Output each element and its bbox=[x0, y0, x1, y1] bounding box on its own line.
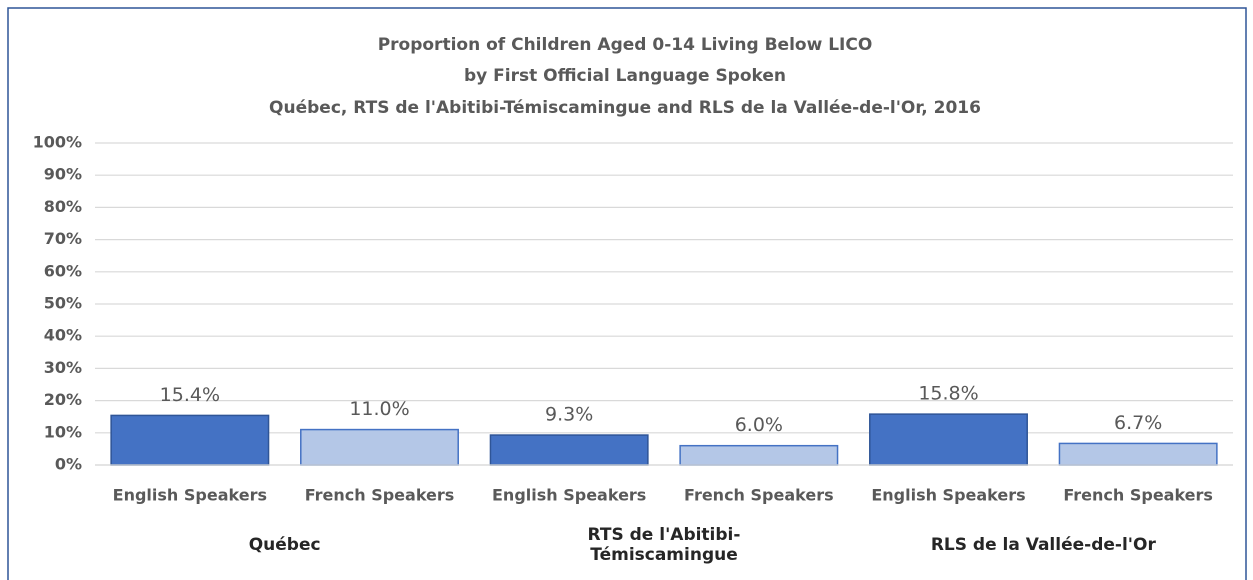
y-tick-label: 90% bbox=[44, 165, 82, 184]
y-tick-label: 100% bbox=[33, 133, 82, 152]
group-label: RTS de l'Abitibi-Témiscamingue bbox=[587, 525, 741, 565]
y-tick-label: 70% bbox=[44, 229, 82, 248]
y-tick-label: 10% bbox=[44, 422, 82, 441]
chart-frame bbox=[7, 7, 1247, 580]
x-tick-label: English Speakers bbox=[871, 486, 1025, 505]
bar bbox=[1058, 442, 1218, 466]
value-label: 6.0% bbox=[735, 414, 783, 436]
chart-title: by First Official Language Spoken bbox=[464, 66, 786, 86]
y-tick-label: 20% bbox=[44, 390, 82, 409]
group-label: Québec bbox=[248, 535, 321, 555]
bar bbox=[110, 414, 270, 466]
value-label: 15.8% bbox=[918, 383, 978, 405]
chart-title: Proportion of Children Aged 0-14 Living … bbox=[378, 35, 873, 55]
bar bbox=[489, 434, 649, 466]
y-tick-label: 50% bbox=[44, 294, 82, 313]
bar bbox=[869, 413, 1028, 466]
x-tick-label: French Speakers bbox=[684, 486, 834, 505]
x-tick-label: English Speakers bbox=[492, 486, 646, 505]
y-tick-label: 30% bbox=[44, 358, 82, 377]
value-label: 9.3% bbox=[545, 404, 593, 426]
group-label: RLS de la Vallée-de-l'Or bbox=[930, 535, 1156, 555]
bar bbox=[679, 444, 839, 466]
y-tick-label: 0% bbox=[55, 455, 82, 474]
value-label: 6.7% bbox=[1114, 412, 1162, 434]
y-tick-label: 80% bbox=[44, 197, 82, 216]
x-tick-label: English Speakers bbox=[113, 486, 267, 505]
y-tick-label: 60% bbox=[44, 261, 82, 280]
y-tick-label: 40% bbox=[44, 326, 82, 345]
value-label: 15.4% bbox=[160, 384, 220, 406]
bar bbox=[300, 428, 459, 466]
chart-title: Québec, RTS de l'Abitibi-Témiscamingue a… bbox=[269, 98, 981, 118]
x-tick-label: French Speakers bbox=[1063, 486, 1213, 505]
value-label: 11.0% bbox=[349, 398, 409, 420]
x-tick-label: French Speakers bbox=[305, 486, 455, 505]
